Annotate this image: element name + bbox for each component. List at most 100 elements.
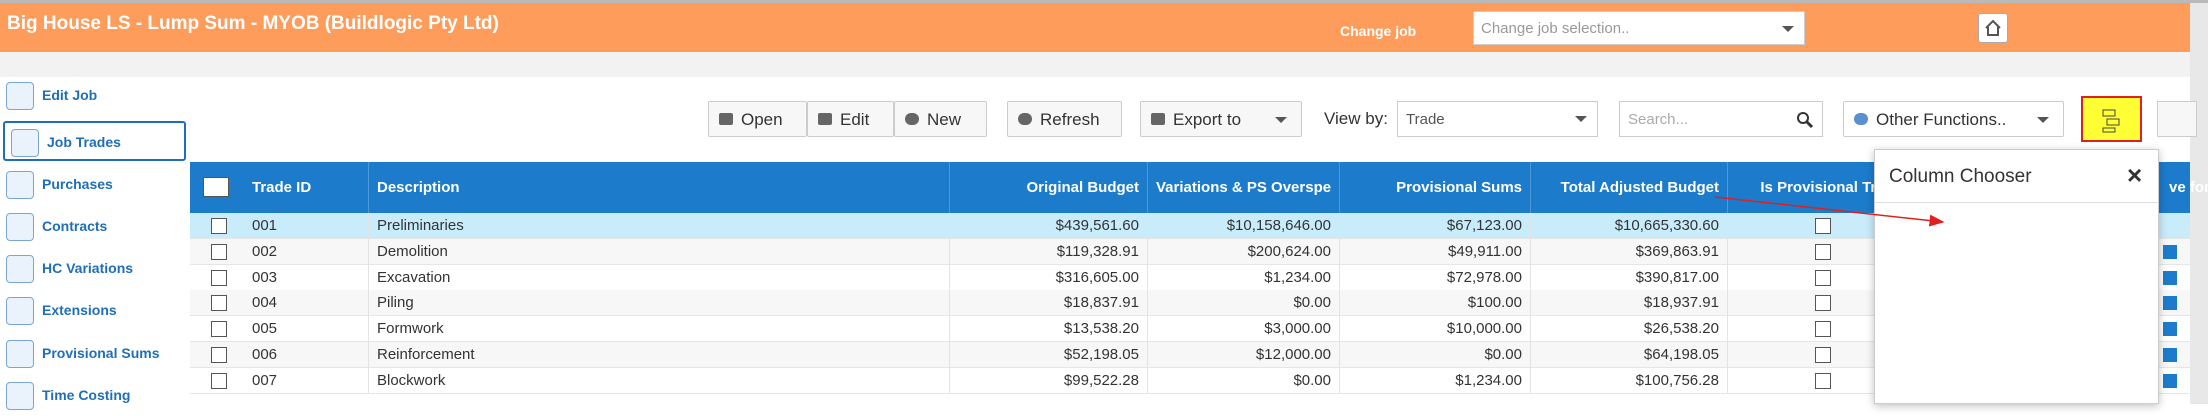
save-layout-button[interactable] <box>2157 101 2197 137</box>
table-row[interactable] <box>190 316 2190 343</box>
sidebar-item[interactable]: Contracts <box>0 207 187 247</box>
provisional-checkbox[interactable] <box>1815 269 1831 286</box>
column-chooser-panel: Column Chooser × <box>1874 149 2159 404</box>
row-checkbox[interactable] <box>211 347 227 363</box>
table-cell: $67,123.00 <box>1340 213 1531 239</box>
sidebar-item[interactable]: Edit Job <box>0 76 187 116</box>
table-row[interactable] <box>190 264 2190 291</box>
search-icon <box>1797 112 1814 129</box>
row-checkbox[interactable] <box>211 295 227 312</box>
sidebar-icon <box>11 129 39 157</box>
table-cell: 001 <box>244 213 369 239</box>
table-row[interactable] <box>190 367 2190 394</box>
job-select-placeholder: Change job selection.. <box>1481 20 1630 37</box>
column-header[interactable]: Original Budget <box>950 162 1148 213</box>
refresh-label: Refresh <box>1040 110 1100 129</box>
column-header[interactable]: Description <box>369 162 950 213</box>
view-by-select[interactable]: Trade <box>1397 101 1598 137</box>
sidebar-icon <box>6 82 34 110</box>
column-chooser-button[interactable] <box>2081 96 2142 142</box>
checked-checkbox[interactable] <box>2163 348 2177 362</box>
divider <box>1875 202 2158 203</box>
column-chooser-icon <box>2102 109 2120 133</box>
row-checkbox[interactable] <box>211 372 227 389</box>
table-cell: Excavation <box>369 264 950 291</box>
provisional-checkbox[interactable] <box>1815 243 1831 260</box>
select-all-checkbox[interactable] <box>203 177 229 197</box>
column-header[interactable]: Provisional Sums <box>1340 162 1531 213</box>
sidebar-label: Edit Job <box>42 87 98 103</box>
column-header[interactable]: Total Adjusted Budget <box>1531 162 1728 213</box>
provisional-checkbox[interactable] <box>1815 347 1831 363</box>
open-label: Open <box>741 110 783 129</box>
row-checkbox[interactable] <box>211 269 227 286</box>
table-row[interactable] <box>190 342 2190 368</box>
sidebar-label: Time Costing <box>42 387 131 403</box>
provisional-checkbox[interactable] <box>1815 295 1831 312</box>
table-cell: Formwork <box>369 316 950 343</box>
close-button[interactable]: × <box>2127 160 2143 190</box>
refresh-button[interactable]: Refresh <box>1007 101 1122 137</box>
table-cell: $10,158,646.00 <box>1148 213 1340 239</box>
sidebar-item[interactable]: Time Costing <box>0 376 187 416</box>
table-cell: $18,837.91 <box>950 290 1148 317</box>
sidebar-icon <box>6 213 34 241</box>
sidebar-item[interactable]: Extensions <box>0 291 187 331</box>
checked-checkbox[interactable] <box>2163 322 2177 337</box>
table-row[interactable] <box>190 238 2190 265</box>
sidebar-item[interactable]: Provisional Sums <box>0 334 187 374</box>
search-placeholder: Search... <box>1628 111 1689 128</box>
table-cell: Preliminaries <box>369 213 950 239</box>
checked-checkbox[interactable] <box>2163 244 2177 259</box>
column-chooser-title: Column Chooser <box>1889 166 2032 187</box>
table-cell: Piling <box>369 290 950 317</box>
sidebar-icon <box>6 297 34 325</box>
open-button[interactable]: Open <box>708 101 807 137</box>
table-cell: 003 <box>244 264 369 291</box>
sidebar-icon <box>6 382 34 410</box>
table-cell: 007 <box>244 367 369 394</box>
provisional-checkbox[interactable] <box>1815 372 1831 389</box>
job-title: Big House LS - Lump Sum - MYOB (Buildlog… <box>7 13 499 34</box>
home-button[interactable] <box>1978 13 2008 43</box>
table-cell: $49,911.00 <box>1340 238 1531 265</box>
other-functions-button[interactable]: Other Functions.. <box>1843 101 2064 137</box>
sidebar-label: Purchases <box>42 176 113 192</box>
export-button[interactable]: Export to <box>1140 101 1302 137</box>
column-header[interactable]: ve for T <box>2161 162 2208 213</box>
row-checkbox[interactable] <box>211 321 227 338</box>
sidebar-label: Contracts <box>42 218 108 234</box>
sub-band <box>0 52 2190 77</box>
sidebar-label: Provisional Sums <box>42 345 160 361</box>
search-box[interactable]: Search... <box>1619 101 1823 137</box>
edit-button[interactable]: Edit <box>807 101 894 137</box>
home-icon <box>1985 19 2001 36</box>
new-button[interactable]: New <box>894 101 987 137</box>
table-cell: 006 <box>244 342 369 368</box>
sidebar-item[interactable]: Job Trades <box>3 121 186 161</box>
header-bar <box>0 3 2190 52</box>
table-cell: $13,538.20 <box>950 316 1148 343</box>
table-cell: $0.00 <box>1148 290 1340 317</box>
row-checkbox[interactable] <box>211 243 227 260</box>
table-cell: $1,234.00 <box>1148 264 1340 291</box>
top-line <box>0 0 2208 3</box>
job-select[interactable]: Change job selection.. <box>1473 11 1805 45</box>
provisional-checkbox[interactable] <box>1815 218 1831 234</box>
sidebar-item[interactable]: Purchases <box>0 165 187 205</box>
sidebar-item[interactable]: HC Variations <box>0 249 187 289</box>
column-header[interactable]: Variations & PS Overspe <box>1148 162 1340 213</box>
other-functions-label: Other Functions.. <box>1876 110 2007 129</box>
checked-checkbox[interactable] <box>2163 373 2177 388</box>
table-cell: $100.00 <box>1340 290 1531 317</box>
checked-checkbox[interactable] <box>2163 296 2177 311</box>
table-row[interactable] <box>190 290 2190 317</box>
column-header[interactable]: Trade ID <box>244 162 369 213</box>
provisional-checkbox[interactable] <box>1815 321 1831 338</box>
sidebar-label: HC Variations <box>42 260 134 276</box>
checked-checkbox[interactable] <box>2163 270 2177 285</box>
row-checkbox[interactable] <box>211 218 227 234</box>
sidebar-icon <box>6 171 34 199</box>
table-cell: $439,561.60 <box>950 213 1148 239</box>
